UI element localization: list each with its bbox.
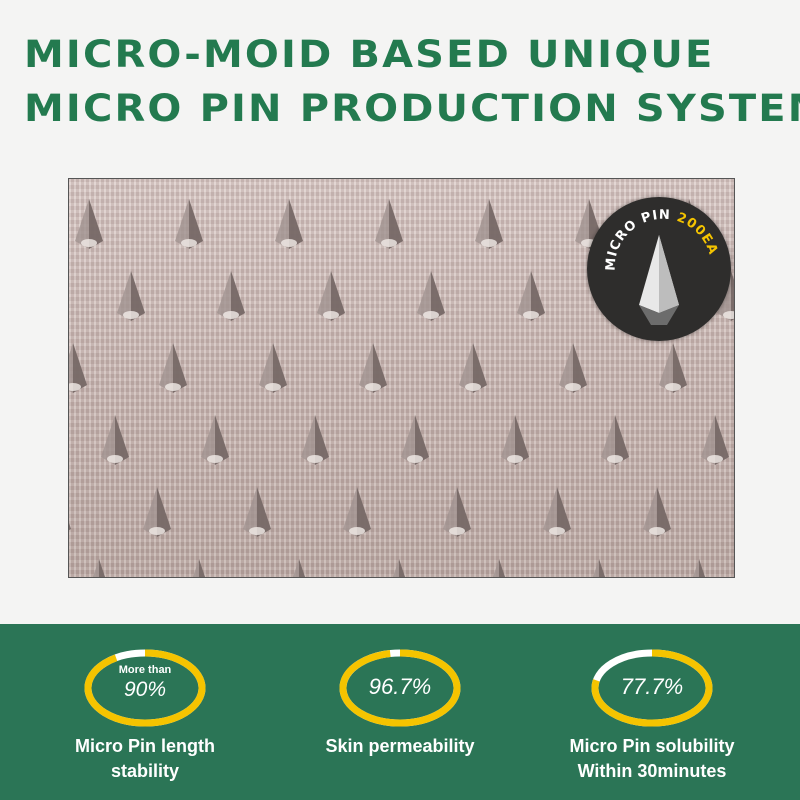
micro-pin — [69, 523, 71, 531]
micro-pin-icon — [639, 235, 679, 325]
micro-pin — [659, 343, 687, 393]
micro-pin — [517, 271, 545, 321]
micro-pin — [693, 559, 705, 577]
micro-pin — [117, 271, 145, 321]
micro-pin — [375, 199, 403, 249]
micro-pin — [393, 559, 405, 577]
micro-pin — [143, 487, 171, 537]
stat-item: More than 90% Micro Pin length stability — [15, 624, 275, 781]
progress-ring — [339, 649, 461, 727]
micro-pin — [443, 487, 471, 537]
micro-pin — [193, 559, 205, 577]
micro-pin — [243, 487, 271, 537]
stat-label: Micro Pin length stability — [15, 734, 275, 784]
micro-pin — [401, 415, 429, 465]
micro-pin — [301, 415, 329, 465]
micro-pin — [359, 343, 387, 393]
stat-value: 90% — [123, 678, 167, 701]
stat-prefix: More than — [118, 664, 172, 676]
page-title: MICRO-MOID BASED UNIQUE MICRO PIN PRODUC… — [24, 28, 800, 136]
micro-pin — [69, 343, 87, 393]
micro-pin — [101, 415, 129, 465]
micro-pin — [701, 415, 729, 465]
progress-ring — [84, 649, 206, 727]
stat-label-line-1: Micro Pin length — [74, 736, 215, 756]
micro-pin — [475, 199, 503, 249]
stat-value: 96.7% — [368, 674, 432, 699]
stats-band: More than 90% Micro Pin length stability … — [0, 624, 800, 800]
stat-item: 77.7% Micro Pin solubility Within 30minut… — [522, 624, 782, 781]
micro-pin — [459, 343, 487, 393]
title-line-2: MICRO PIN PRODUCTION SYSTEM — [24, 87, 800, 130]
micro-pin — [493, 559, 505, 577]
badge-text: MICRO PIN — [604, 208, 679, 272]
micro-pin — [93, 559, 105, 577]
micro-pin-photo: MICRO PIN 200EA — [68, 178, 735, 578]
stat-value: 77.7% — [620, 674, 684, 699]
micro-pin — [593, 559, 605, 577]
micro-pin — [201, 415, 229, 465]
micro-pin — [601, 415, 629, 465]
badge-count: 200EA — [675, 210, 721, 257]
micro-pin — [293, 559, 305, 577]
micro-pin — [417, 271, 445, 321]
title-line-1: MICRO-MOID BASED UNIQUE — [24, 33, 715, 76]
progress-ring — [591, 649, 713, 727]
micro-pin — [343, 487, 371, 537]
stat-label: Micro Pin solubility Within 30minutes — [522, 734, 782, 784]
stat-label-line-2: stability — [110, 761, 180, 781]
stat-item: 96.7% Skin permeability — [270, 624, 530, 756]
micro-pin — [317, 271, 345, 321]
micro-pin — [159, 343, 187, 393]
micro-pin — [175, 199, 203, 249]
micro-pin — [501, 415, 529, 465]
stat-label-line-2: Within 30minutes — [577, 761, 727, 781]
stat-label-line-1: Micro Pin solubility — [569, 736, 735, 756]
micro-pin — [559, 343, 587, 393]
micro-pin — [75, 199, 103, 249]
micro-pin — [543, 487, 571, 537]
stat-label: Skin permeability — [270, 734, 530, 759]
micro-pin — [275, 199, 303, 249]
micro-pin — [217, 271, 245, 321]
micro-pin-badge: MICRO PIN 200EA — [587, 197, 731, 341]
stat-label-line-1: Skin permeability — [325, 736, 475, 756]
micro-pin — [259, 343, 287, 393]
micro-pin — [643, 487, 671, 537]
